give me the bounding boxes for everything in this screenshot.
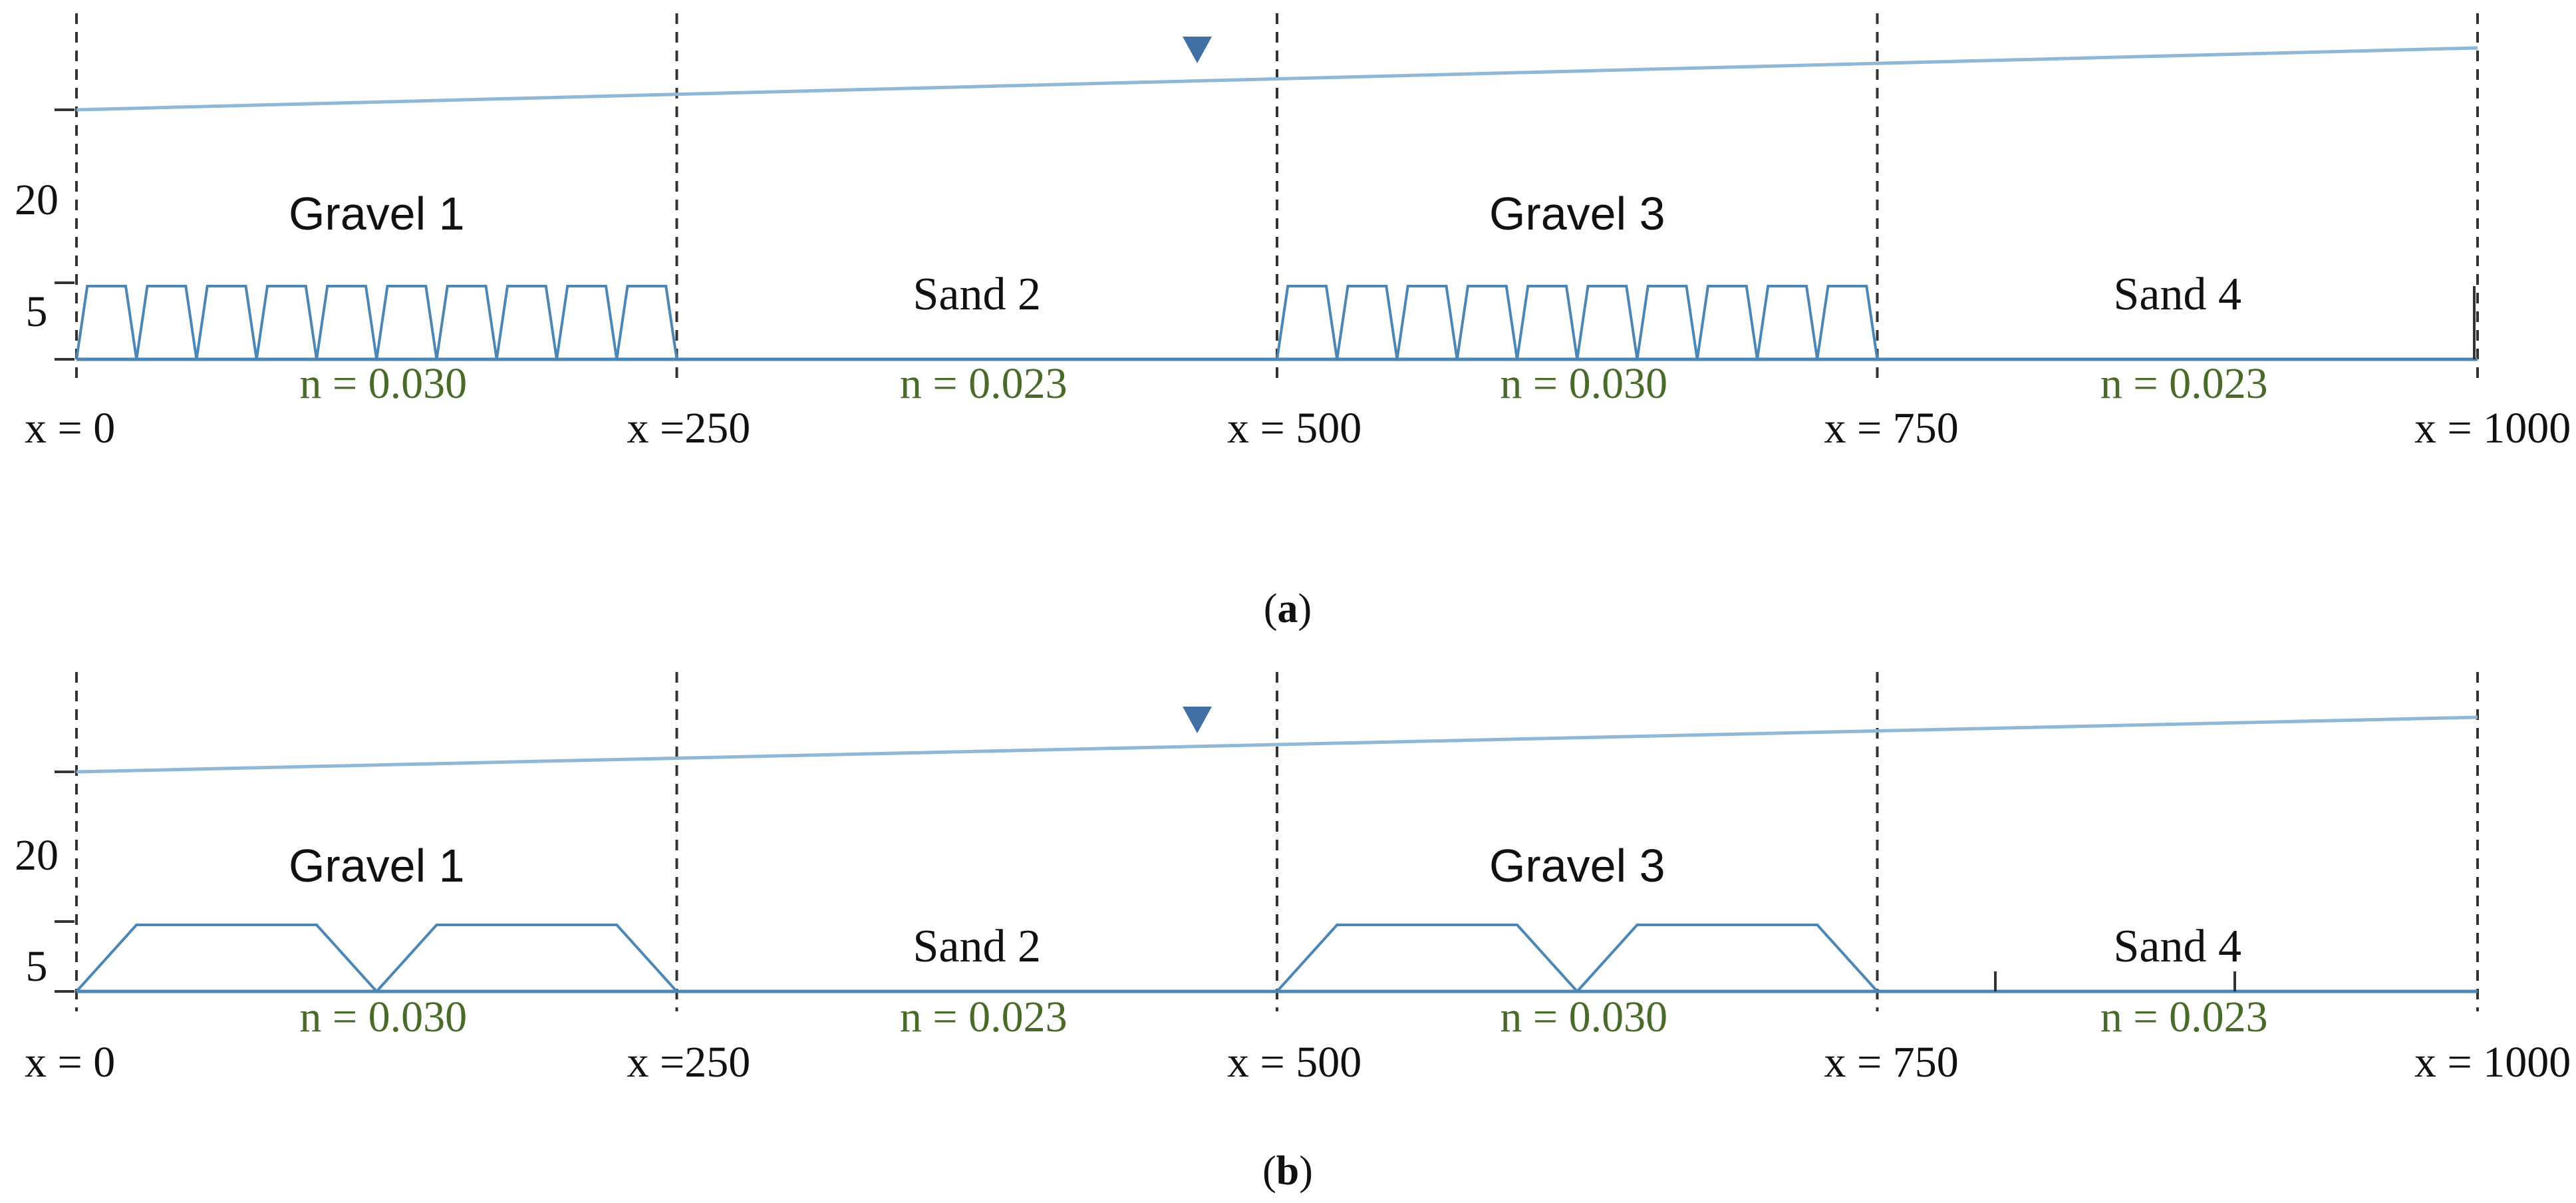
- panel-b: 20 5 Gravel 1 n = 0.030 Sand 2 n = 0.023 Grave…: [15, 672, 2571, 1194]
- segment-name-label: Gravel 1: [289, 840, 465, 892]
- gravel-dune-profile: [75, 285, 678, 360]
- caption-letter: a: [1278, 586, 1298, 631]
- gravel-dune-profile: [1276, 924, 1878, 993]
- x-position-label: x = 750: [1824, 404, 1959, 452]
- water-surface-line: [76, 46, 2478, 112]
- panel-caption: (a): [1264, 586, 1312, 631]
- x-position-label: x = 0: [25, 404, 115, 452]
- roughness-label: n = 0.030: [1500, 359, 1667, 408]
- segment-name-label: Gravel 3: [1489, 188, 1665, 240]
- roughness-label: n = 0.023: [900, 993, 1068, 1041]
- water-level-marker-icon: [1183, 707, 1212, 733]
- segment-name-label: Sand 2: [913, 269, 1042, 320]
- y-tick-label-20: 20: [15, 831, 59, 880]
- caption-letter: b: [1276, 1148, 1299, 1194]
- gravel-dune-profile: [75, 924, 678, 993]
- segment-name-label: Sand 4: [2114, 921, 2242, 972]
- caption-open-paren: (: [1262, 1148, 1276, 1194]
- y-tick-label-5: 5: [26, 287, 48, 336]
- x-position-label: x =250: [627, 404, 751, 452]
- segment-name-label: Sand 2: [913, 921, 1042, 972]
- segment-name-label: Sand 4: [2114, 269, 2242, 320]
- water-surface-line: [76, 715, 2478, 774]
- roughness-label: n = 0.023: [2100, 993, 2268, 1041]
- panel-caption: (b): [1262, 1148, 1313, 1194]
- x-position-label: x = 0: [25, 1038, 115, 1087]
- roughness-label: n = 0.023: [900, 359, 1068, 408]
- x-position-label: x = 500: [1227, 404, 1361, 452]
- x-position-label: x = 1000: [2414, 1038, 2571, 1087]
- gravel-dune-profile: [1276, 285, 1879, 360]
- caption-close-paren: ): [1298, 586, 1312, 631]
- x-position-label: x = 750: [1824, 1038, 1959, 1087]
- roughness-label: n = 0.030: [299, 993, 467, 1041]
- segment-name-label: Gravel 1: [289, 188, 465, 240]
- x-position-label: x =250: [627, 1038, 751, 1087]
- roughness-label: n = 0.023: [2100, 359, 2268, 408]
- y-tick-label-5: 5: [26, 942, 48, 991]
- roughness-label: n = 0.030: [1500, 993, 1667, 1041]
- x-position-label: x = 1000: [2414, 404, 2571, 452]
- segment-name-label: Gravel 3: [1489, 840, 1665, 892]
- panel-a: 20 5 Gravel 1 n = 0.030 Sand 2 n = 0.023 Grave…: [15, 13, 2571, 631]
- y-tick-label-20: 20: [15, 176, 59, 224]
- x-position-label: x = 500: [1227, 1038, 1361, 1087]
- caption-close-paren: ): [1299, 1148, 1313, 1194]
- roughness-label: n = 0.030: [299, 359, 467, 408]
- water-level-marker-icon: [1183, 37, 1212, 63]
- caption-open-paren: (: [1264, 586, 1278, 631]
